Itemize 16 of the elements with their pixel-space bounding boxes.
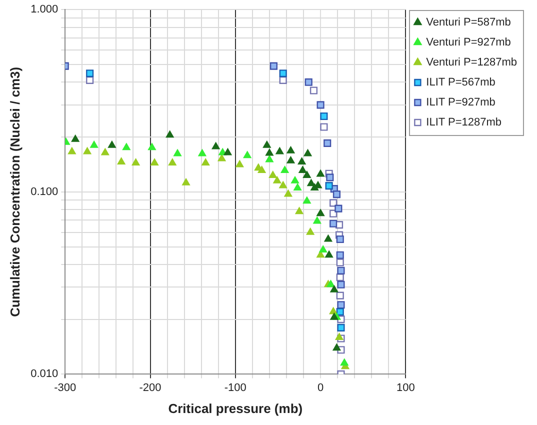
legend-label: ILIT P=927mb bbox=[426, 96, 496, 109]
x-tick-label: -100 bbox=[224, 382, 246, 394]
legend-label: Venturi P=1287mb bbox=[426, 56, 518, 69]
legend-label: ILIT P=567mb bbox=[426, 76, 496, 89]
x-tick-label: 0 bbox=[317, 382, 324, 394]
y-tick-label: 1.000 bbox=[30, 4, 58, 16]
legend-label: ILIT P=1287mb bbox=[426, 116, 502, 129]
x-tick-label: -200 bbox=[139, 382, 162, 394]
x-axis-title: Critical pressure (mb) bbox=[168, 400, 303, 416]
y-axis-title: Cumulative Concentration (Nuclei / cm3) bbox=[7, 66, 22, 317]
x-tick-label: -300 bbox=[54, 382, 76, 394]
y-tick-label: 0.010 bbox=[30, 368, 58, 380]
legend-label: Venturi P=587mb bbox=[426, 16, 511, 29]
legend-label: Venturi P=927mb bbox=[426, 36, 511, 49]
y-tick-label: 0.100 bbox=[30, 186, 58, 198]
x-tick-label: 100 bbox=[396, 382, 415, 394]
